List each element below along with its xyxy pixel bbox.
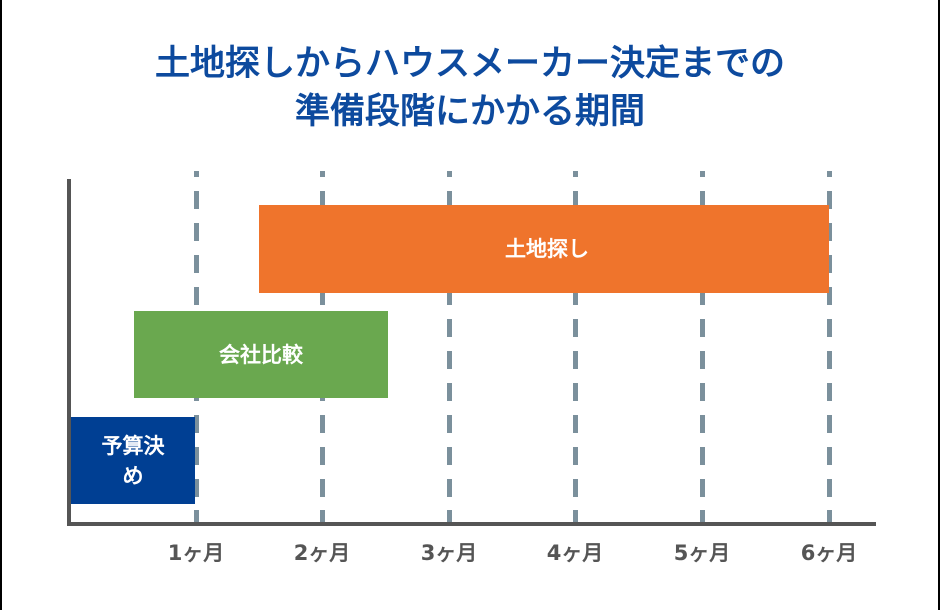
chart-title: 土地探しからハウスメーカー決定までの 準備段階にかかる期間 xyxy=(2,40,938,136)
bar-land-search-label: 土地探し xyxy=(505,237,589,261)
bar-budget-decision-label-line1: 予算決 xyxy=(101,433,165,458)
x-tick-label: 2ヶ月 xyxy=(293,541,351,565)
bar-budget-decision-label-line2: め xyxy=(122,463,144,488)
x-tick-label: 1ヶ月 xyxy=(167,541,225,565)
chart-title-line1: 土地探しからハウスメーカー決定までの xyxy=(154,44,785,84)
x-tick-label: 6ヶ月 xyxy=(800,541,858,565)
y-axis xyxy=(67,179,71,526)
chart-title-line2: 準備段階にかかる期間 xyxy=(294,92,645,132)
x-tick-label: 5ヶ月 xyxy=(673,541,731,565)
x-tick-label: 3ヶ月 xyxy=(420,541,478,565)
bar-land-search: 土地探し xyxy=(259,205,829,293)
x-axis xyxy=(67,522,876,526)
bar-company-comparison: 会社比較 xyxy=(134,311,388,398)
gridline-month-5 xyxy=(700,171,705,522)
x-tick-label: 4ヶ月 xyxy=(546,541,604,565)
gridline-month-3 xyxy=(447,171,452,522)
gridline-month-6 xyxy=(827,171,832,522)
bar-company-comparison-label: 会社比較 xyxy=(219,342,303,367)
gridline-month-4 xyxy=(573,171,578,522)
bar-budget-decision: 予算決 め xyxy=(71,417,195,504)
